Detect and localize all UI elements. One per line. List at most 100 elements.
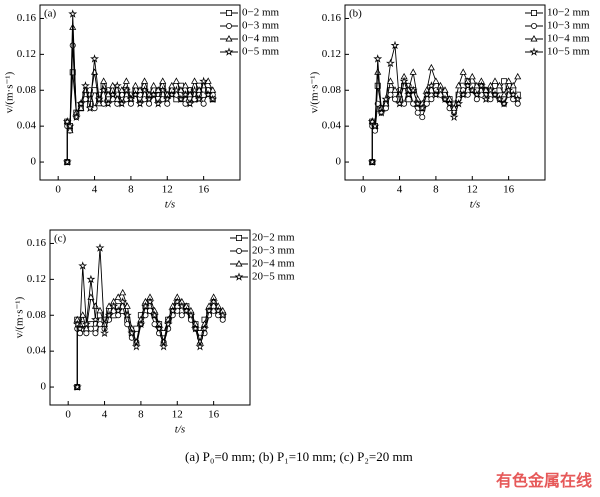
- marker: [472, 90, 482, 99]
- marker: [513, 94, 523, 104]
- marker: [181, 81, 189, 89]
- y-tick-label: 0.08: [27, 309, 47, 321]
- marker: [224, 47, 234, 56]
- marker: [141, 77, 149, 84]
- marker: [118, 297, 128, 306]
- marker: [159, 96, 166, 103]
- marker: [163, 319, 173, 329]
- marker: [114, 100, 121, 107]
- marker: [86, 274, 96, 284]
- marker: [95, 243, 105, 252]
- marker: [177, 301, 187, 311]
- marker: [367, 157, 377, 166]
- marker: [445, 99, 454, 108]
- marker: [140, 85, 149, 95]
- marker: [381, 94, 391, 104]
- marker: [181, 90, 190, 99]
- marker: [122, 310, 132, 320]
- marker: [121, 85, 131, 95]
- marker: [79, 311, 87, 318]
- marker: [530, 35, 538, 42]
- marker: [126, 94, 136, 104]
- marker: [500, 90, 508, 98]
- marker: [174, 307, 181, 314]
- marker: [131, 342, 141, 351]
- marker: [530, 9, 537, 16]
- marker: [235, 260, 243, 267]
- marker: [127, 328, 137, 337]
- legend-label: 20−5 mm: [252, 271, 295, 283]
- marker: [208, 94, 218, 104]
- marker: [141, 96, 148, 103]
- marker: [135, 99, 145, 108]
- marker: [185, 99, 195, 108]
- legend-label: 0−3 mm: [242, 20, 280, 32]
- marker: [405, 96, 412, 103]
- marker: [234, 272, 244, 281]
- marker: [373, 54, 383, 63]
- marker: [191, 96, 198, 103]
- marker: [167, 90, 177, 99]
- marker: [113, 306, 123, 315]
- marker: [72, 319, 82, 329]
- marker: [459, 68, 467, 75]
- x-tick-label: 4: [92, 184, 98, 196]
- marker: [122, 77, 130, 84]
- legend-label: 20−2 mm: [252, 232, 295, 244]
- marker: [95, 99, 103, 107]
- marker: [190, 85, 199, 95]
- x-axis-label: t/s: [165, 199, 175, 211]
- marker: [428, 96, 435, 103]
- marker: [65, 121, 75, 130]
- marker: [85, 103, 95, 112]
- caption: (a) P₀=0 mm; (b) P₁=10 mm; (c) P₂=20 mm: [185, 449, 413, 464]
- marker: [505, 77, 513, 84]
- marker: [66, 126, 74, 134]
- marker: [144, 94, 154, 104]
- marker: [386, 58, 395, 68]
- marker: [468, 72, 476, 80]
- marker: [463, 81, 473, 90]
- marker: [176, 94, 186, 104]
- panel-label: (a): [44, 8, 57, 20]
- marker: [75, 324, 85, 333]
- marker: [100, 77, 108, 84]
- marker: [199, 76, 209, 86]
- legend-label: 0−4 mm: [242, 33, 280, 45]
- x-tick-label: 16: [503, 184, 515, 196]
- marker: [82, 324, 90, 332]
- marker: [454, 99, 464, 108]
- marker: [96, 306, 104, 314]
- marker: [159, 342, 169, 351]
- legend-label: 10−2 mm: [547, 7, 590, 19]
- marker: [458, 90, 468, 99]
- marker: [145, 297, 155, 306]
- y-tick-label: 0.04: [17, 120, 37, 132]
- marker: [81, 81, 90, 90]
- marker: [78, 261, 88, 270]
- y-tick-label: 0.12: [27, 273, 46, 285]
- marker: [370, 121, 380, 130]
- marker: [432, 77, 440, 84]
- marker: [123, 302, 131, 309]
- marker: [114, 293, 122, 300]
- chart-b: 0 0.04 0.08 0.12 0.16 0 4 8 12 16 t/s v/(m·s⁻¹) (b) 1…: [309, 4, 590, 211]
- marker: [476, 81, 486, 90]
- marker: [417, 103, 427, 112]
- x-tick-label: 8: [128, 184, 134, 196]
- marker: [387, 91, 394, 98]
- marker: [172, 77, 180, 84]
- marker: [200, 100, 207, 107]
- marker: [131, 81, 139, 89]
- marker: [94, 94, 104, 104]
- marker: [449, 112, 459, 121]
- x-tick-label: 12: [162, 184, 173, 196]
- marker: [171, 85, 181, 95]
- y-tick-label: 0: [41, 381, 47, 393]
- marker: [112, 81, 122, 90]
- x-tick-label: 0: [360, 184, 366, 196]
- marker: [62, 157, 72, 166]
- marker: [408, 85, 418, 95]
- marker: [76, 99, 86, 108]
- y-tick-label: 0.08: [322, 84, 342, 96]
